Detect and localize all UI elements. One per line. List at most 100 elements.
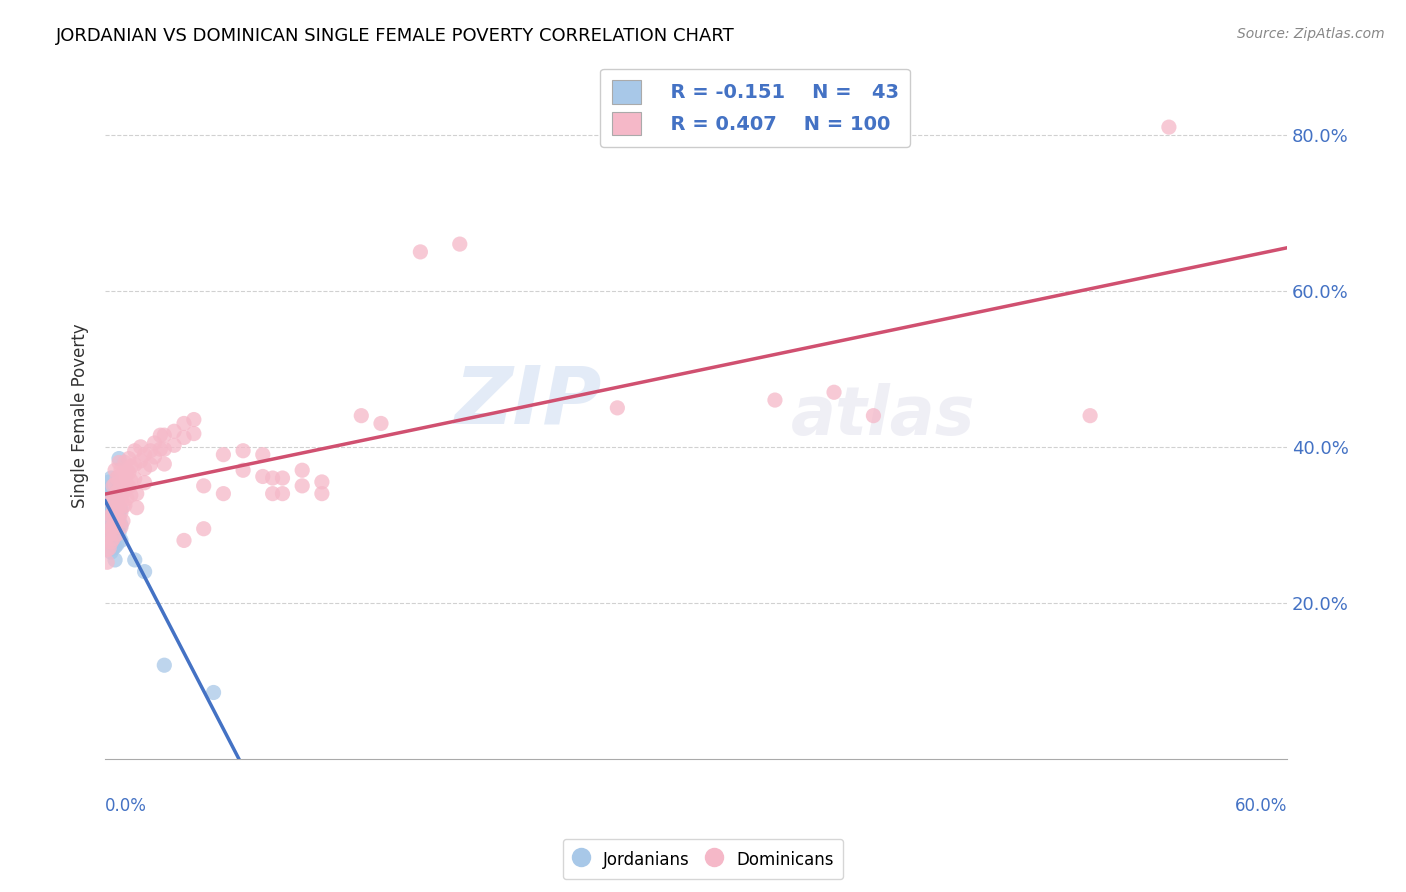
Point <box>232 463 254 477</box>
Point <box>98 475 121 489</box>
Point <box>143 436 166 450</box>
Point <box>163 424 186 438</box>
Point <box>101 502 124 516</box>
Point <box>108 525 131 540</box>
Point <box>124 553 146 567</box>
Point <box>120 488 142 502</box>
Point <box>101 479 124 493</box>
Point <box>105 513 128 527</box>
Point <box>124 443 146 458</box>
Point <box>110 505 132 519</box>
Point <box>262 471 284 485</box>
Point <box>101 492 124 507</box>
Point <box>105 506 128 520</box>
Point <box>108 469 131 483</box>
Point <box>120 474 142 488</box>
Point <box>153 658 176 673</box>
Point <box>143 450 166 464</box>
Point <box>134 565 156 579</box>
Point <box>100 529 122 543</box>
Point <box>120 459 142 474</box>
Point <box>101 532 124 546</box>
Point <box>193 479 215 493</box>
Point <box>98 514 121 528</box>
Point <box>108 510 131 524</box>
Point <box>100 545 122 559</box>
Point <box>370 417 392 431</box>
Point <box>100 535 122 549</box>
Point <box>350 409 373 423</box>
Point <box>111 471 134 485</box>
Point <box>98 541 121 556</box>
Point <box>232 443 254 458</box>
Text: 60.0%: 60.0% <box>1234 797 1286 814</box>
Point <box>104 486 127 500</box>
Point <box>101 541 124 556</box>
Point <box>449 237 471 252</box>
Point <box>111 514 134 528</box>
Point <box>105 494 128 508</box>
Point <box>105 522 128 536</box>
Point <box>134 448 156 462</box>
Point <box>111 499 134 513</box>
Point <box>271 486 294 500</box>
Text: Source: ZipAtlas.com: Source: ZipAtlas.com <box>1237 27 1385 41</box>
Point <box>114 455 136 469</box>
Legend: Jordanians, Dominicans: Jordanians, Dominicans <box>562 838 844 880</box>
Point <box>193 522 215 536</box>
Point <box>262 486 284 500</box>
Point <box>139 443 162 458</box>
Point <box>110 533 132 548</box>
Point <box>291 463 314 477</box>
Point <box>100 471 122 485</box>
Point <box>104 477 127 491</box>
Point <box>104 540 127 554</box>
Point <box>104 511 127 525</box>
Text: JORDANIAN VS DOMINICAN SINGLE FEMALE POVERTY CORRELATION CHART: JORDANIAN VS DOMINICAN SINGLE FEMALE POV… <box>56 27 735 45</box>
Point <box>101 525 124 540</box>
Point <box>183 426 205 441</box>
Point <box>252 469 274 483</box>
Point <box>104 525 127 540</box>
Point <box>173 430 195 444</box>
Point <box>101 479 124 493</box>
Point <box>96 483 118 497</box>
Point <box>183 412 205 426</box>
Point <box>124 472 146 486</box>
Point <box>104 505 127 519</box>
Point <box>862 409 884 423</box>
Point <box>114 483 136 498</box>
Point <box>110 517 132 532</box>
Point <box>100 494 122 508</box>
Point <box>163 438 186 452</box>
Point <box>763 393 786 408</box>
Point <box>100 483 122 497</box>
Point <box>101 518 124 533</box>
Point <box>105 527 128 541</box>
Point <box>96 506 118 520</box>
Point <box>271 471 294 485</box>
Point <box>104 463 127 477</box>
Legend:   R = -0.151    N =   43,   R = 0.407    N = 100: R = -0.151 N = 43, R = 0.407 N = 100 <box>600 69 910 147</box>
Point <box>139 458 162 472</box>
Y-axis label: Single Female Poverty: Single Female Poverty <box>72 323 89 508</box>
Point <box>108 455 131 469</box>
Point <box>101 514 124 528</box>
Point <box>173 417 195 431</box>
Point <box>129 440 152 454</box>
Point <box>291 479 314 493</box>
Point <box>101 491 124 505</box>
Point <box>110 491 132 506</box>
Point <box>98 510 121 524</box>
Point <box>129 454 152 468</box>
Point <box>108 483 131 498</box>
Point <box>98 499 121 513</box>
Point <box>105 471 128 485</box>
Point <box>96 494 118 508</box>
Point <box>1078 409 1101 423</box>
Point <box>108 511 131 525</box>
Point <box>105 499 128 513</box>
Point <box>110 463 132 477</box>
Point <box>104 499 127 513</box>
Point <box>125 500 148 515</box>
